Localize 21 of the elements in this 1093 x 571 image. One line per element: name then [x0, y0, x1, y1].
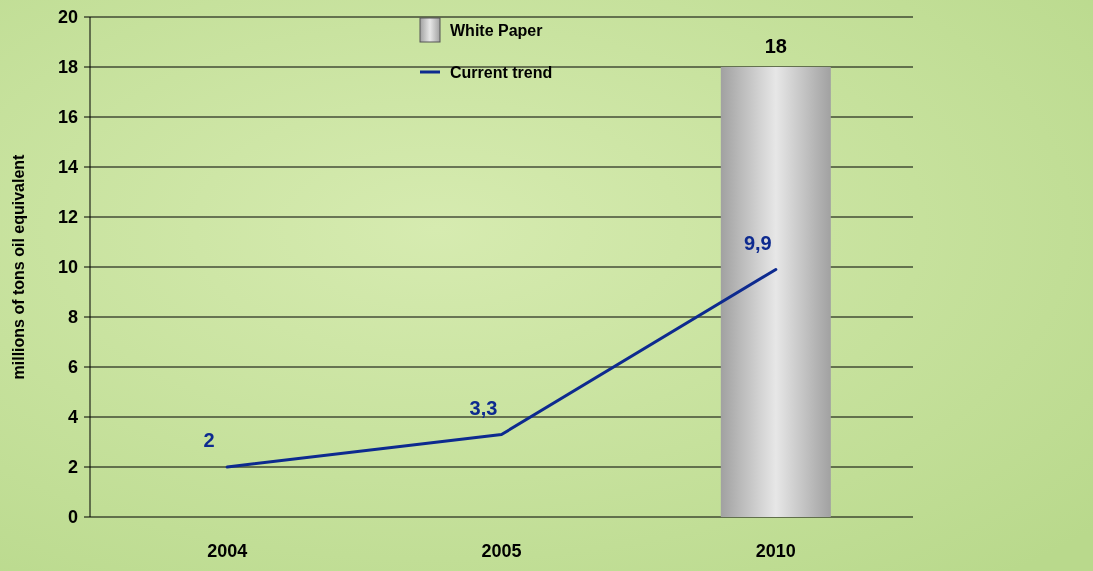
data-label: 2 [203, 429, 215, 451]
y-tick-label: 8 [67, 307, 78, 328]
y-tick-label: 10 [57, 257, 78, 278]
legend-label: Current trend [450, 63, 553, 81]
x-tick-label: 2005 [481, 541, 522, 561]
y-tick-label: 0 [67, 507, 78, 528]
y-tick-label: 20 [57, 7, 78, 28]
y-tick-label: 14 [57, 157, 78, 178]
data-label: 9,9 [743, 231, 772, 254]
y-tick-label: 12 [57, 207, 78, 228]
x-tick-label: 2010 [755, 541, 796, 561]
y-tick-label: 6 [67, 357, 78, 378]
data-label: 18 [764, 35, 787, 57]
data-label: 3,3 [469, 396, 498, 419]
y-tick-label: 16 [57, 107, 78, 128]
x-tick-label: 2004 [207, 541, 248, 561]
legend-label: White Paper [450, 21, 543, 39]
y-axis-title: millions of tons oil equivalent [10, 153, 27, 380]
y-tick-label: 18 [57, 57, 78, 78]
y-tick-label: 2 [67, 457, 78, 478]
y-tick-label: 4 [67, 407, 78, 428]
